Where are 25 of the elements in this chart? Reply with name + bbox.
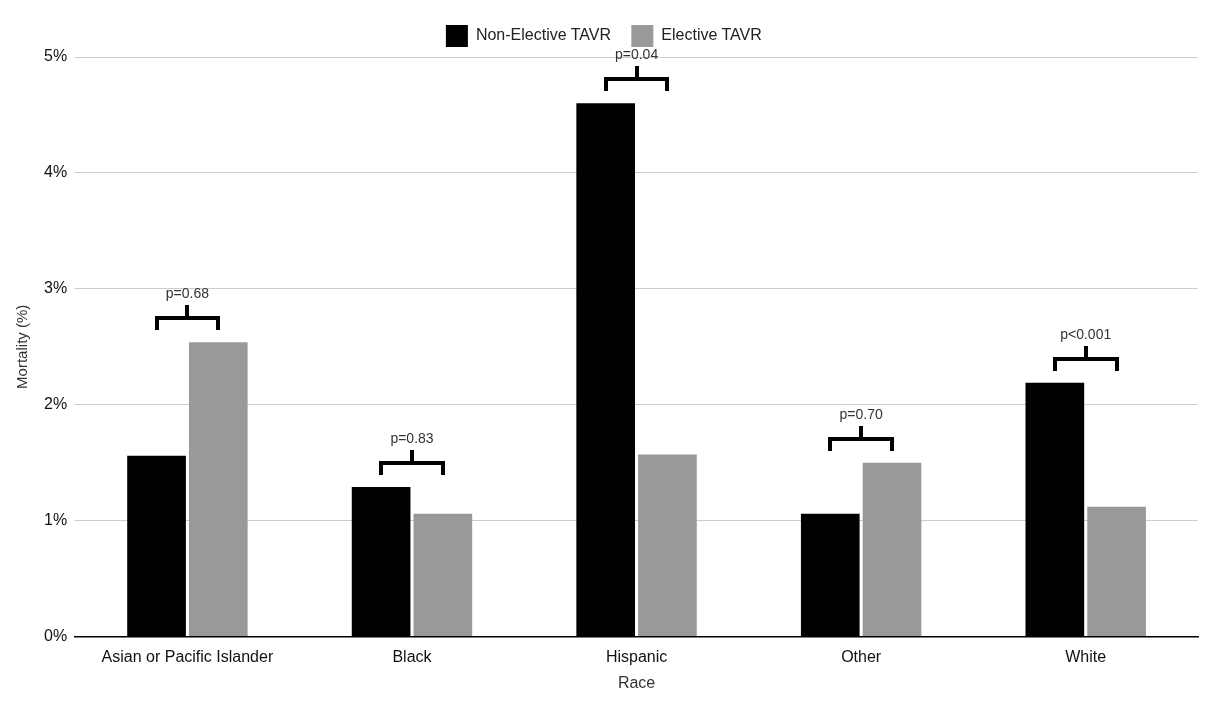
bar xyxy=(188,342,248,637)
x-axis-title: Race xyxy=(617,673,656,691)
annotation: p=0.68 xyxy=(165,285,210,302)
x-tick-label: Other xyxy=(841,647,882,665)
annotation: p=0.04 xyxy=(614,46,659,63)
annotation: p=0.70 xyxy=(839,405,883,422)
legend-label: Non-Elective TAVR xyxy=(475,26,612,44)
y-tick-label: 5% xyxy=(44,47,68,65)
y-tick-label: 4% xyxy=(44,163,68,181)
x-tick-label: Black xyxy=(392,647,433,665)
y-tick-label: 0% xyxy=(44,627,68,645)
y-tick-label: 2% xyxy=(44,395,68,413)
y-tick-label: 3% xyxy=(44,279,68,297)
bar xyxy=(413,513,473,637)
bar xyxy=(1087,506,1146,637)
x-tick-label: White xyxy=(1065,647,1107,665)
annotation: p<0.001 xyxy=(1060,325,1112,342)
x-tick-label: Asian or Pacific Islander xyxy=(101,647,274,665)
y-axis-title: Mortality (%) xyxy=(13,304,31,389)
annotation: p=0.83 xyxy=(390,429,434,446)
bar xyxy=(862,462,922,637)
x-tick-label: Hispanic xyxy=(605,647,668,665)
y-tick-label: 1% xyxy=(44,511,68,529)
bar xyxy=(638,454,697,637)
legend-label: Elective TAVR xyxy=(661,26,762,44)
